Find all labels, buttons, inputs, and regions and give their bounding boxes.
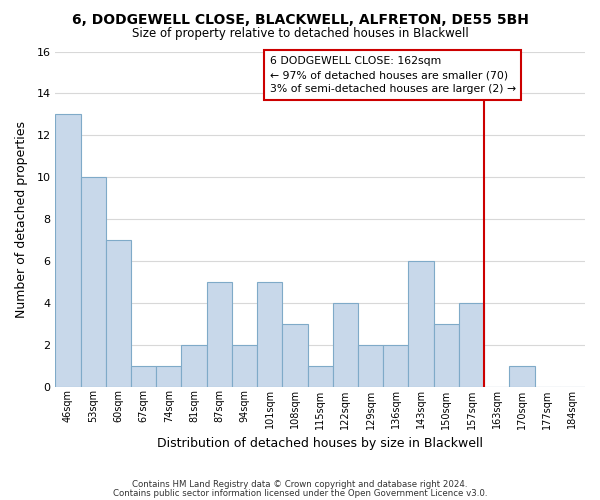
Bar (181, 344, 206, 387)
Bar (55, 114, 80, 386)
Text: 6, DODGEWELL CLOSE, BLACKWELL, ALFRETON, DE55 5BH: 6, DODGEWELL CLOSE, BLACKWELL, ALFRETON,… (71, 12, 529, 26)
X-axis label: Distribution of detached houses by size in Blackwell: Distribution of detached houses by size … (157, 437, 483, 450)
Bar (80, 177, 106, 386)
Bar (131, 366, 156, 386)
Bar (509, 366, 535, 386)
Text: Size of property relative to detached houses in Blackwell: Size of property relative to detached ho… (131, 28, 469, 40)
Text: Contains public sector information licensed under the Open Government Licence v3: Contains public sector information licen… (113, 489, 487, 498)
Bar (308, 366, 333, 386)
Bar (459, 303, 484, 386)
Bar (257, 282, 283, 387)
Bar (232, 344, 257, 387)
Bar (409, 261, 434, 386)
Bar (333, 303, 358, 386)
Bar (434, 324, 459, 386)
Bar (283, 324, 308, 386)
Y-axis label: Number of detached properties: Number of detached properties (15, 120, 28, 318)
Bar (106, 240, 131, 386)
Text: 6 DODGEWELL CLOSE: 162sqm
← 97% of detached houses are smaller (70)
3% of semi-d: 6 DODGEWELL CLOSE: 162sqm ← 97% of detac… (270, 56, 516, 94)
Bar (358, 344, 383, 387)
Bar (383, 344, 409, 387)
Text: Contains HM Land Registry data © Crown copyright and database right 2024.: Contains HM Land Registry data © Crown c… (132, 480, 468, 489)
Bar (206, 282, 232, 387)
Bar (156, 366, 181, 386)
